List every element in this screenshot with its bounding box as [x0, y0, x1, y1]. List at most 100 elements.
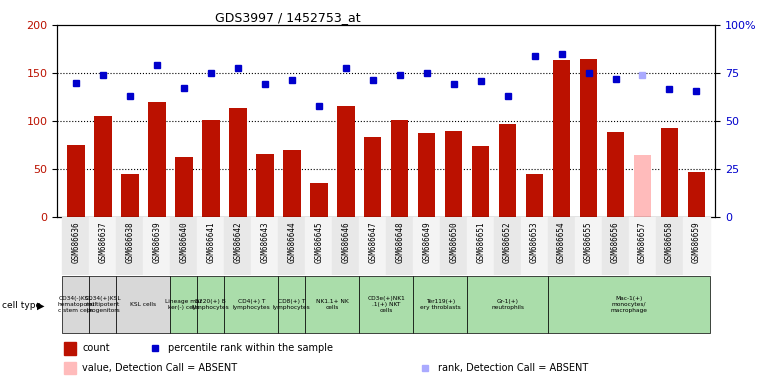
Bar	[359, 217, 386, 275]
Bar	[661, 128, 678, 217]
Bar	[413, 217, 440, 275]
Bar	[256, 154, 273, 217]
Bar	[413, 276, 467, 333]
Bar	[359, 276, 413, 333]
Bar	[229, 109, 247, 217]
Text: count: count	[82, 343, 110, 353]
Bar	[526, 174, 543, 217]
Bar	[548, 276, 710, 333]
Bar	[64, 362, 75, 374]
Bar	[580, 59, 597, 217]
Text: GSM686649: GSM686649	[422, 222, 431, 263]
Text: GSM686651: GSM686651	[476, 222, 485, 263]
Bar	[175, 157, 193, 217]
Bar	[607, 132, 624, 217]
Bar	[418, 134, 435, 217]
Bar	[472, 146, 489, 217]
Text: KSL cells: KSL cells	[130, 302, 157, 307]
Text: GSM686659: GSM686659	[692, 222, 701, 263]
Text: GSM686655: GSM686655	[584, 222, 593, 263]
Bar	[202, 120, 220, 217]
Bar	[602, 217, 629, 275]
Title: GDS3997 / 1452753_at: GDS3997 / 1452753_at	[215, 11, 360, 24]
Bar	[90, 217, 116, 275]
Bar	[467, 217, 494, 275]
Text: GSM686648: GSM686648	[395, 222, 404, 263]
Bar	[143, 217, 170, 275]
Text: CD3e(+)NK1
.1(+) NKT
cells: CD3e(+)NK1 .1(+) NKT cells	[368, 296, 405, 313]
Bar	[688, 172, 705, 217]
Text: Ter119(+)
ery throblasts: Ter119(+) ery throblasts	[420, 299, 460, 310]
Text: CD34(+)KSL
multipotent
progenitors: CD34(+)KSL multipotent progenitors	[84, 296, 121, 313]
Text: GSM686646: GSM686646	[341, 222, 350, 263]
Bar	[67, 145, 84, 217]
Text: Mac-1(+)
monocytes/
macrophage: Mac-1(+) monocytes/ macrophage	[610, 296, 648, 313]
Bar	[283, 150, 301, 217]
Bar	[224, 276, 279, 333]
Bar	[90, 276, 116, 333]
Bar	[499, 124, 517, 217]
Bar	[521, 217, 548, 275]
Text: GSM686641: GSM686641	[206, 222, 215, 263]
Bar	[337, 106, 355, 217]
Text: cell type: cell type	[2, 301, 41, 310]
Bar	[552, 61, 570, 217]
Text: GSM686652: GSM686652	[503, 222, 512, 263]
Text: GSM686650: GSM686650	[449, 222, 458, 263]
Bar	[251, 217, 279, 275]
Bar	[116, 217, 143, 275]
Bar	[634, 155, 651, 217]
Bar	[224, 217, 251, 275]
Text: GSM686654: GSM686654	[557, 222, 566, 263]
Bar	[629, 217, 656, 275]
Bar	[305, 276, 359, 333]
Text: GSM686658: GSM686658	[665, 222, 674, 263]
Bar	[440, 217, 467, 275]
Bar	[170, 276, 197, 333]
Bar	[467, 276, 548, 333]
Text: ▶: ▶	[37, 300, 44, 310]
Bar	[683, 217, 710, 275]
Bar	[656, 217, 683, 275]
Text: rank, Detection Call = ABSENT: rank, Detection Call = ABSENT	[438, 363, 587, 373]
Bar	[62, 217, 90, 275]
Bar	[197, 276, 224, 333]
Text: NK1.1+ NK
cells: NK1.1+ NK cells	[316, 299, 349, 310]
Text: GSM686647: GSM686647	[368, 222, 377, 263]
Text: Gr-1(+)
neutrophils: Gr-1(+) neutrophils	[491, 299, 524, 310]
Text: percentile rank within the sample: percentile rank within the sample	[167, 343, 333, 353]
Bar	[279, 217, 305, 275]
Bar	[494, 217, 521, 275]
Bar	[386, 217, 413, 275]
Text: GSM686636: GSM686636	[72, 222, 81, 263]
Bar	[64, 342, 75, 354]
Text: GSM686653: GSM686653	[530, 222, 539, 263]
Bar	[197, 217, 224, 275]
Bar	[148, 102, 166, 217]
Bar	[364, 137, 381, 217]
Bar	[391, 120, 409, 217]
Text: GSM686657: GSM686657	[638, 222, 647, 263]
Text: CD4(+) T
lymphocytes: CD4(+) T lymphocytes	[232, 299, 270, 310]
Text: GSM686639: GSM686639	[152, 222, 161, 263]
Text: CD8(+) T
lymphocytes: CD8(+) T lymphocytes	[273, 299, 310, 310]
Bar	[94, 116, 112, 217]
Bar	[310, 184, 327, 217]
Bar	[333, 217, 359, 275]
Bar	[116, 276, 170, 333]
Bar	[62, 276, 90, 333]
Bar	[548, 217, 575, 275]
Bar	[575, 217, 602, 275]
Bar	[445, 131, 463, 217]
Bar	[121, 174, 139, 217]
Text: GSM686656: GSM686656	[611, 222, 620, 263]
Text: GSM686645: GSM686645	[314, 222, 323, 263]
Text: GSM686644: GSM686644	[288, 222, 296, 263]
Text: GSM686642: GSM686642	[234, 222, 242, 263]
Text: GSM686640: GSM686640	[180, 222, 189, 263]
Bar	[170, 217, 197, 275]
Text: GSM686643: GSM686643	[260, 222, 269, 263]
Text: GSM686637: GSM686637	[98, 222, 107, 263]
Text: value, Detection Call = ABSENT: value, Detection Call = ABSENT	[82, 363, 237, 373]
Text: Lineage mar
ker(-) cells: Lineage mar ker(-) cells	[165, 299, 202, 310]
